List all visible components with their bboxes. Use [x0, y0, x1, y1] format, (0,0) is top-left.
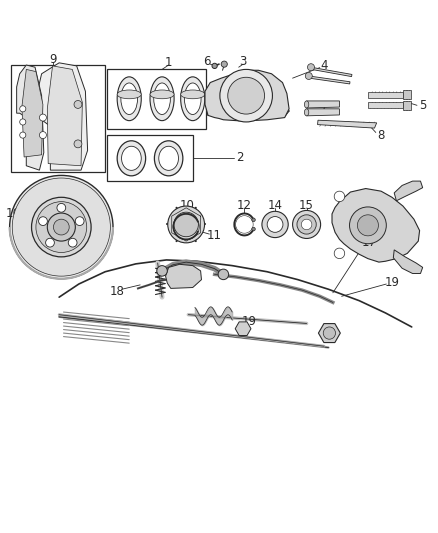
Circle shape — [305, 72, 312, 79]
Bar — [368, 102, 403, 108]
Circle shape — [75, 217, 84, 225]
Text: 4: 4 — [320, 59, 328, 71]
Circle shape — [262, 211, 288, 238]
Circle shape — [221, 61, 227, 67]
Circle shape — [157, 265, 167, 276]
Polygon shape — [394, 181, 423, 201]
Ellipse shape — [121, 83, 138, 115]
Polygon shape — [166, 264, 201, 288]
Circle shape — [53, 219, 69, 235]
Text: 2: 2 — [236, 151, 244, 164]
Circle shape — [20, 119, 26, 125]
Circle shape — [74, 140, 82, 148]
Polygon shape — [205, 70, 289, 121]
Circle shape — [212, 63, 217, 69]
Ellipse shape — [304, 109, 309, 116]
Circle shape — [20, 132, 26, 138]
Polygon shape — [307, 101, 339, 108]
Text: 19: 19 — [385, 276, 399, 289]
Polygon shape — [22, 69, 43, 157]
Text: 16: 16 — [6, 207, 21, 220]
Circle shape — [168, 206, 205, 243]
Polygon shape — [309, 76, 350, 84]
Circle shape — [39, 217, 47, 225]
Ellipse shape — [180, 90, 205, 99]
Polygon shape — [307, 109, 339, 116]
Polygon shape — [332, 189, 420, 262]
Circle shape — [218, 269, 229, 280]
Ellipse shape — [117, 77, 141, 120]
Bar — [368, 92, 403, 98]
Text: 15: 15 — [299, 199, 314, 212]
Polygon shape — [39, 63, 88, 170]
Circle shape — [39, 114, 46, 121]
Text: 11: 11 — [206, 229, 221, 243]
Circle shape — [323, 327, 336, 339]
Text: 3: 3 — [240, 55, 247, 68]
Ellipse shape — [117, 141, 145, 176]
Text: 5: 5 — [419, 99, 426, 112]
Circle shape — [32, 197, 91, 257]
Text: 10: 10 — [180, 199, 195, 212]
Text: 17: 17 — [361, 236, 376, 249]
Polygon shape — [235, 322, 251, 336]
Ellipse shape — [121, 146, 141, 171]
Polygon shape — [318, 324, 340, 343]
Text: 7: 7 — [319, 104, 327, 117]
Bar — [11, 65, 105, 172]
Circle shape — [46, 238, 54, 247]
Text: 18: 18 — [110, 285, 125, 298]
Text: 8: 8 — [378, 128, 385, 142]
Polygon shape — [311, 67, 352, 77]
Circle shape — [47, 213, 75, 241]
Polygon shape — [318, 120, 377, 128]
Text: 1: 1 — [165, 56, 173, 69]
Circle shape — [252, 228, 255, 231]
Polygon shape — [47, 66, 82, 166]
Circle shape — [301, 219, 312, 230]
Circle shape — [334, 191, 345, 201]
Circle shape — [350, 207, 386, 244]
Circle shape — [228, 77, 265, 114]
Circle shape — [12, 178, 110, 276]
Ellipse shape — [180, 77, 205, 120]
Circle shape — [334, 248, 345, 259]
Bar — [403, 91, 411, 99]
Circle shape — [174, 212, 198, 237]
Ellipse shape — [117, 90, 141, 99]
Circle shape — [307, 64, 314, 71]
Ellipse shape — [154, 83, 170, 115]
Polygon shape — [393, 250, 423, 273]
Ellipse shape — [159, 146, 178, 171]
Text: 9: 9 — [49, 53, 57, 66]
Ellipse shape — [150, 90, 174, 99]
Circle shape — [68, 238, 77, 247]
Text: 19: 19 — [241, 315, 256, 328]
Ellipse shape — [150, 77, 174, 120]
Circle shape — [293, 211, 321, 238]
Bar — [107, 135, 193, 181]
Circle shape — [57, 204, 66, 212]
Circle shape — [39, 132, 46, 139]
Circle shape — [20, 106, 26, 112]
Circle shape — [10, 175, 113, 279]
Text: 12: 12 — [237, 199, 252, 212]
Circle shape — [252, 218, 255, 222]
Circle shape — [36, 201, 87, 253]
Circle shape — [74, 101, 82, 108]
Bar — [107, 69, 206, 128]
Circle shape — [357, 215, 378, 236]
Text: 6: 6 — [203, 55, 211, 68]
Ellipse shape — [154, 141, 183, 176]
Ellipse shape — [304, 101, 309, 108]
Polygon shape — [17, 65, 44, 170]
Ellipse shape — [184, 83, 201, 115]
Circle shape — [297, 215, 316, 234]
Circle shape — [220, 69, 272, 122]
Text: 14: 14 — [268, 199, 283, 212]
Circle shape — [267, 216, 283, 232]
Bar — [403, 101, 411, 110]
